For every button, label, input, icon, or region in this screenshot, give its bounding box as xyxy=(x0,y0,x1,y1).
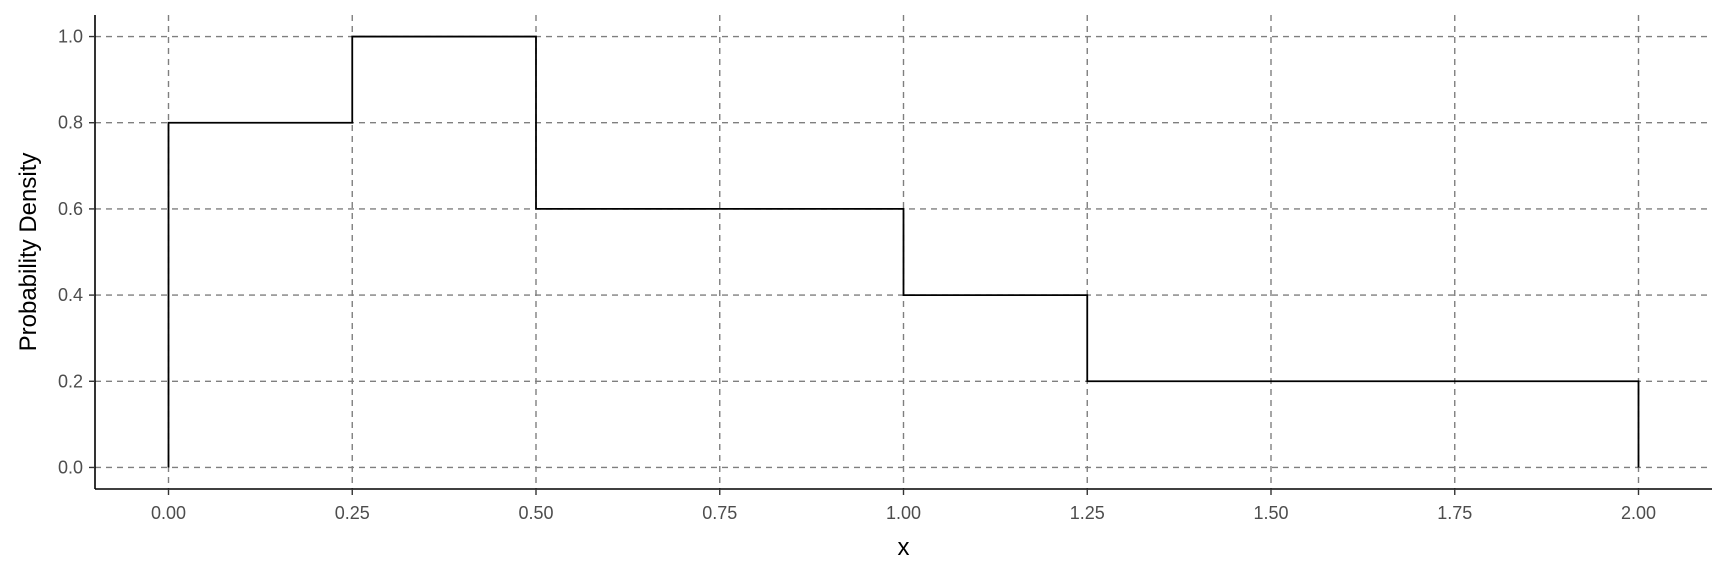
x-tick-label-3: 0.75 xyxy=(702,503,737,523)
y-tick-label-2: 0.4 xyxy=(58,285,83,305)
x-axis-title: x xyxy=(898,534,910,561)
y-tick-label-1: 0.2 xyxy=(58,371,83,391)
x-tick-label-2: 0.50 xyxy=(518,503,553,523)
x-tick-label-0: 0.00 xyxy=(151,503,186,523)
x-tick-label-1: 0.25 xyxy=(335,503,370,523)
tick-labels: 0.00 0.25 0.50 0.75 1.00 1.25 1.50 1.75 2.00 0.0 0… xyxy=(58,27,1656,523)
axes xyxy=(89,15,1712,495)
x-tick-label-7: 1.75 xyxy=(1437,503,1472,523)
series-step-line-0 xyxy=(167,35,1640,468)
x-tick-label-4: 1.00 xyxy=(886,503,921,523)
x-tick-label-6: 1.50 xyxy=(1253,503,1288,523)
y-tick-label-3: 0.6 xyxy=(58,199,83,219)
y-axis-title: Probability Density xyxy=(15,153,42,352)
y-tick-label-0: 0.0 xyxy=(58,457,83,477)
x-tick-label-5: 1.25 xyxy=(1070,503,1105,523)
x-tick-label-8: 2.00 xyxy=(1621,503,1656,523)
y-tick-label-5: 1.0 xyxy=(58,27,83,47)
series-layer xyxy=(167,35,1640,468)
y-tick-label-4: 0.8 xyxy=(58,113,83,133)
